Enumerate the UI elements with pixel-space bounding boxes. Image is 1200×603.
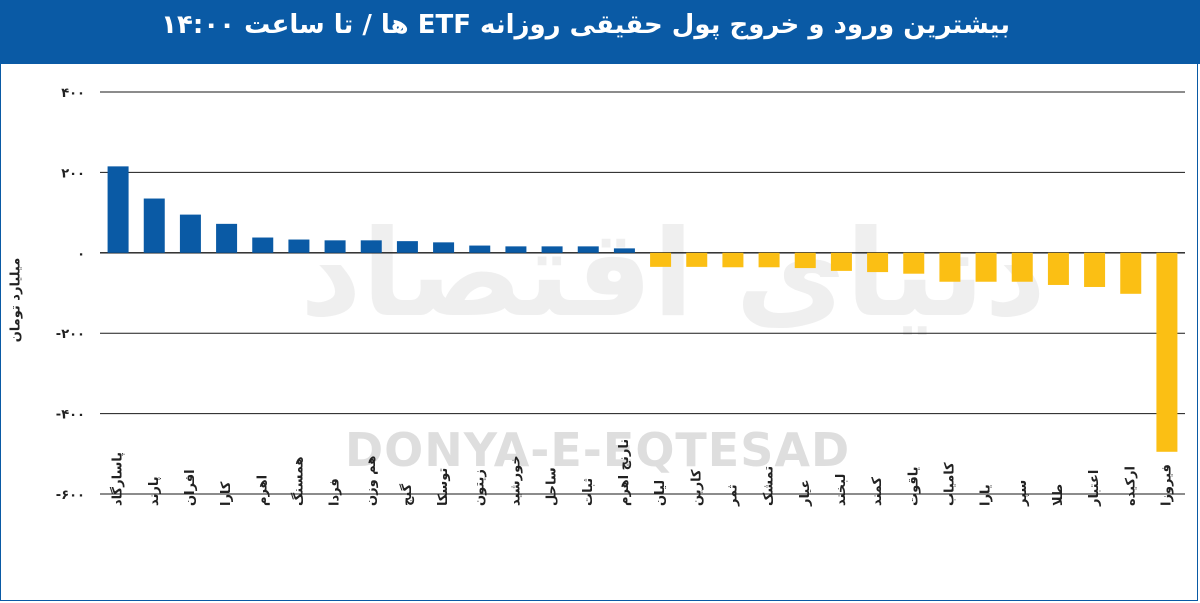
- bar-3: [179, 214, 201, 253]
- x-tick-label: هم وزن: [364, 456, 379, 506]
- bar-15: [613, 248, 635, 253]
- x-tick-label: طلا: [1051, 484, 1066, 506]
- x-tick-label: گنج: [399, 483, 415, 506]
- bar-22: [867, 252, 889, 273]
- bar-30: [1156, 252, 1178, 452]
- bar-26: [1011, 252, 1033, 282]
- bar-19: [758, 252, 780, 268]
- y-tick-label: -۶۰۰: [56, 488, 85, 503]
- bar-25: [975, 252, 997, 282]
- x-tick-label: اعتبار: [1087, 470, 1102, 507]
- bar-8: [360, 240, 382, 253]
- bar-28: [1084, 252, 1106, 287]
- watermark-brand: DONYA-E-EQTESAD: [345, 423, 851, 477]
- x-tick-label: تمشک: [762, 466, 777, 506]
- x-tick-label: کامیاب: [942, 462, 957, 506]
- bar-21: [830, 252, 852, 271]
- x-tick-label: یاقوت: [906, 467, 921, 507]
- y-tick-label: ۴۰۰: [61, 86, 85, 101]
- x-tick-label: افران: [183, 469, 198, 506]
- x-tick-label: ارکیده: [1123, 466, 1138, 506]
- bar-6: [288, 239, 310, 253]
- x-tick-label: لبخند: [834, 474, 849, 506]
- x-tick-label: ثمر: [725, 484, 740, 507]
- x-tick-label: یارا: [979, 484, 994, 506]
- bar-5: [252, 237, 274, 253]
- bar-27: [1047, 252, 1069, 285]
- bar-13: [541, 246, 563, 253]
- y-tick-label: -۴۰۰: [56, 408, 85, 423]
- bar-2: [143, 198, 165, 253]
- y-tick-label: ۲۰۰: [61, 166, 85, 181]
- x-tick-label: کارا: [219, 481, 234, 506]
- x-tick-label: زیتون: [472, 469, 487, 506]
- x-tick-label: فردا: [328, 478, 343, 506]
- bar-23: [903, 252, 925, 274]
- y-tick-label: ۰: [77, 247, 85, 262]
- x-tick-label: عیار: [798, 479, 813, 507]
- x-tick-label: کمند: [870, 476, 885, 506]
- x-tick-label: کارین: [689, 469, 704, 506]
- x-tick-label: توسکا: [436, 468, 451, 506]
- bar-29: [1120, 252, 1142, 294]
- y-tick-label: -۲۰۰: [56, 327, 85, 342]
- bar-7: [324, 240, 346, 253]
- chart-title: بیشترین ورود و خروج پول حقیقی روزانه ETF…: [161, 10, 1010, 40]
- bar-9: [396, 241, 418, 253]
- y-axis-label: میلیارد تومان: [8, 257, 24, 343]
- bar-18: [722, 252, 744, 268]
- bar-11: [469, 245, 491, 253]
- x-tick-label: لیان: [653, 480, 668, 506]
- bar-10: [433, 242, 455, 253]
- bar-24: [939, 252, 961, 282]
- x-tick-label: خورشید: [508, 455, 523, 506]
- header-bar: بیشترین ورود و خروج پول حقیقی روزانه ETF…: [0, 0, 1200, 64]
- bar-16: [650, 252, 672, 267]
- x-tick-label: سپر: [1015, 480, 1030, 507]
- x-tick-label: پارند: [147, 476, 162, 506]
- bar-4: [216, 223, 238, 253]
- bar-20: [794, 252, 816, 269]
- watermark-logo: دنیای اقتصاد: [300, 205, 1047, 344]
- bar-14: [577, 246, 599, 253]
- chart-frame: [0, 64, 1198, 601]
- x-tick-label: فیروزا: [1159, 464, 1174, 506]
- x-tick-label: پاسارگاد: [110, 452, 126, 506]
- x-tick-label: ساحل: [545, 467, 560, 506]
- x-tick-label: نارنج اهرم: [617, 439, 632, 506]
- bar-1: [107, 166, 129, 253]
- bar-12: [505, 246, 527, 253]
- x-tick-label: همسنگ: [290, 456, 306, 506]
- x-tick-label: ثبات: [581, 478, 596, 506]
- x-tick-label: اهرم: [255, 475, 270, 506]
- bar-17: [686, 252, 708, 267]
